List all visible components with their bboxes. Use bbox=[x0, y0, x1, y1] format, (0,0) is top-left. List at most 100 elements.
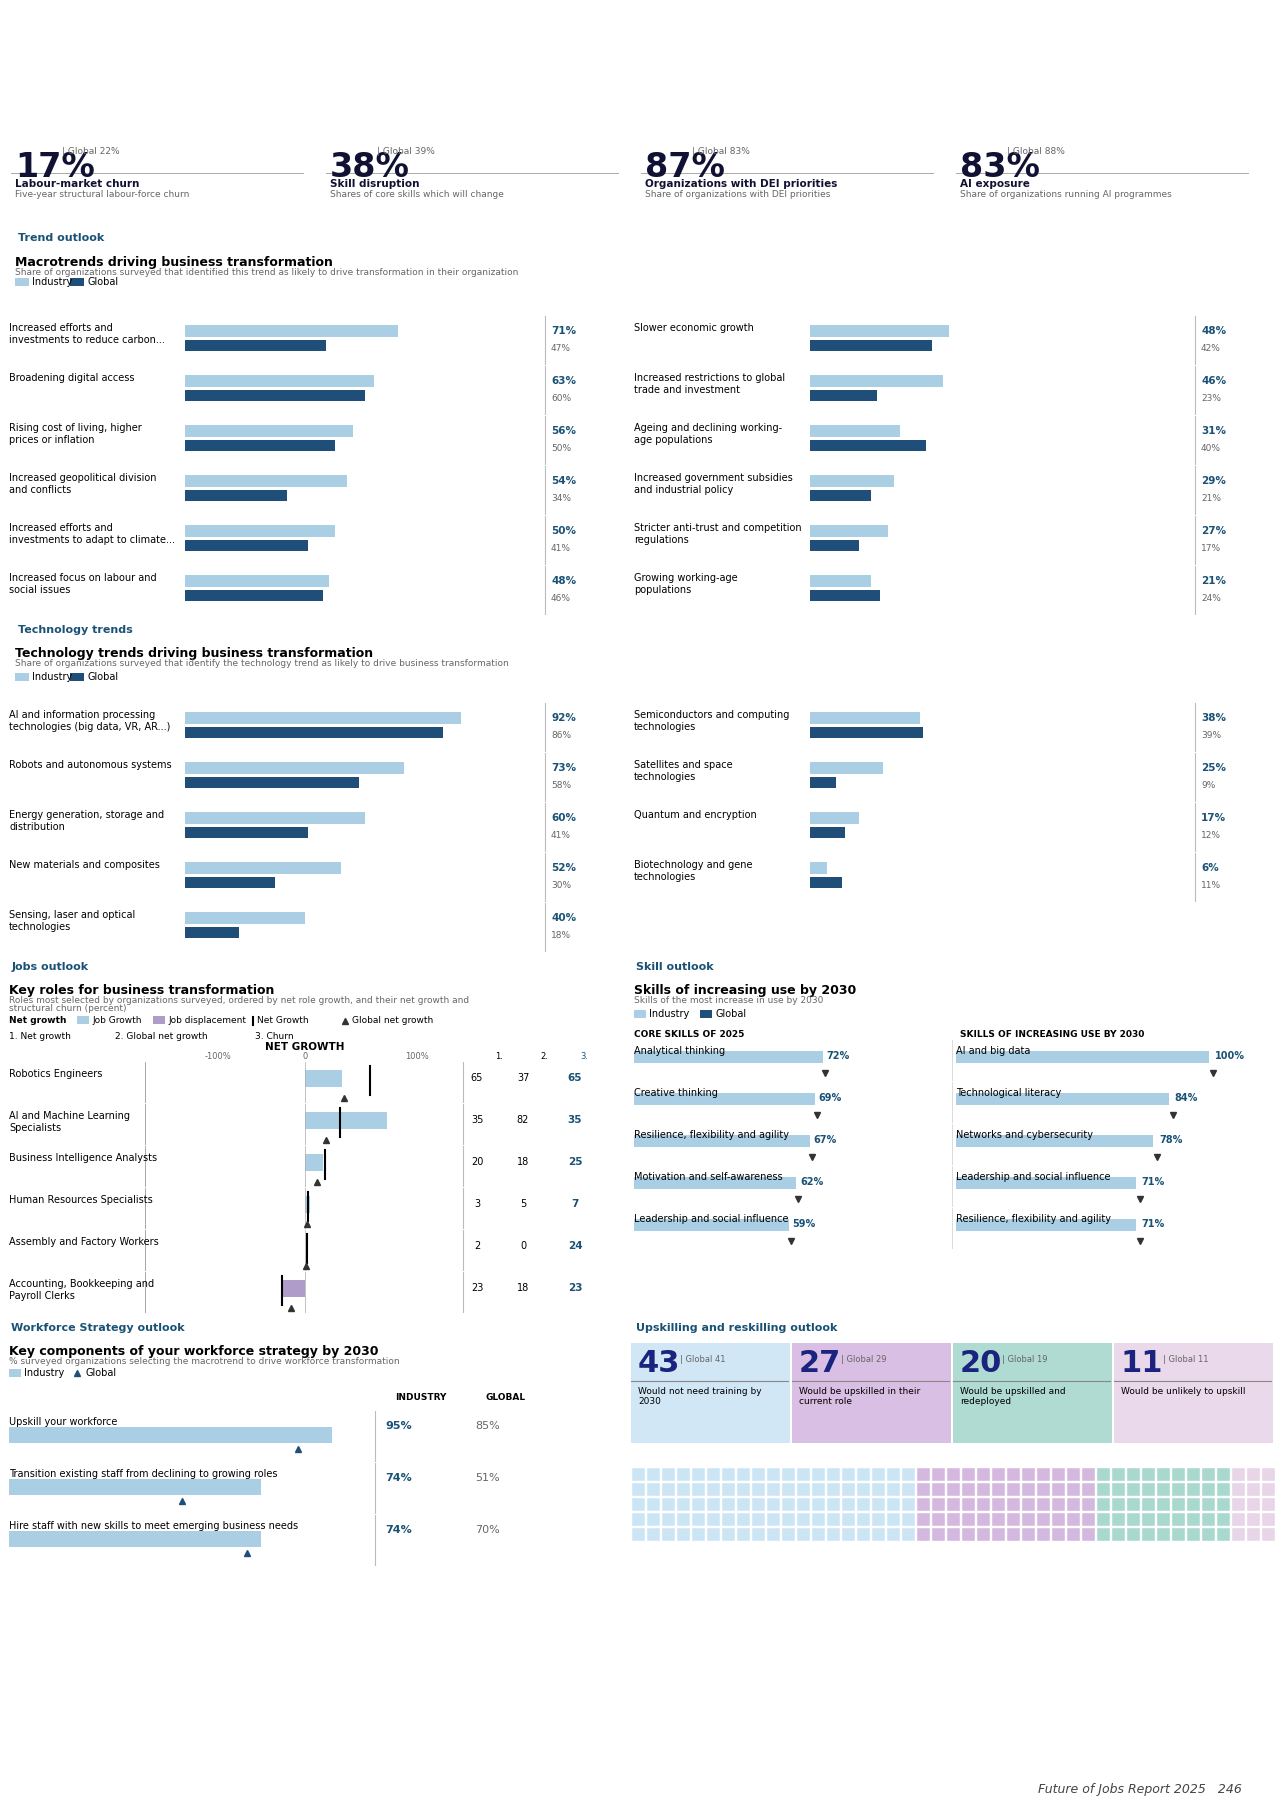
Bar bbox=[646, 1467, 660, 1482]
Text: 65: 65 bbox=[471, 1073, 483, 1084]
Bar bbox=[1126, 1467, 1140, 1482]
Bar bbox=[1277, 1483, 1280, 1496]
Text: Global: Global bbox=[84, 1368, 116, 1378]
Text: 23: 23 bbox=[471, 1283, 483, 1293]
Text: 18: 18 bbox=[517, 1283, 529, 1293]
Bar bbox=[305, 1196, 310, 1214]
Text: 12%: 12% bbox=[1201, 832, 1221, 841]
Bar bbox=[186, 827, 308, 838]
Text: Global: Global bbox=[716, 1009, 746, 1018]
Bar bbox=[1247, 1529, 1260, 1541]
Text: Skills of the most increase in use by 2030: Skills of the most increase in use by 20… bbox=[634, 997, 823, 1006]
Text: New materials and composites: New materials and composites bbox=[9, 861, 160, 870]
Bar bbox=[827, 1483, 840, 1496]
Text: Job Growth: Job Growth bbox=[92, 1017, 142, 1026]
Text: 18%: 18% bbox=[550, 932, 571, 941]
Bar bbox=[677, 1498, 690, 1511]
Bar bbox=[1126, 1529, 1140, 1541]
Text: 3: 3 bbox=[474, 1199, 480, 1210]
Text: 58%: 58% bbox=[550, 781, 571, 791]
Bar bbox=[1097, 1512, 1110, 1527]
Text: AI exposure: AI exposure bbox=[960, 179, 1030, 188]
Bar bbox=[722, 1529, 735, 1541]
Bar bbox=[634, 1219, 788, 1230]
Bar bbox=[842, 1467, 855, 1482]
Text: 37: 37 bbox=[517, 1073, 529, 1084]
Bar bbox=[1068, 1512, 1080, 1527]
Bar bbox=[634, 1009, 646, 1018]
Bar bbox=[9, 1427, 332, 1442]
Bar bbox=[767, 1467, 780, 1482]
Bar bbox=[1037, 1467, 1050, 1482]
Bar bbox=[956, 1134, 1153, 1147]
Bar bbox=[963, 1483, 975, 1496]
Text: 50%: 50% bbox=[550, 526, 576, 535]
Bar bbox=[186, 490, 287, 501]
Bar bbox=[753, 1498, 765, 1511]
Text: Share of organizations with DEI priorities: Share of organizations with DEI prioriti… bbox=[645, 190, 831, 199]
Text: Semiconductors and computing
technologies: Semiconductors and computing technologie… bbox=[634, 711, 790, 733]
Text: 74%: 74% bbox=[385, 1473, 412, 1483]
Bar bbox=[1202, 1498, 1215, 1511]
Bar bbox=[977, 1498, 989, 1511]
Text: 86%: 86% bbox=[550, 731, 571, 740]
Bar bbox=[1157, 1483, 1170, 1496]
Text: 27%: 27% bbox=[1201, 526, 1226, 535]
Bar bbox=[1231, 1512, 1245, 1527]
Text: Leadership and social influence: Leadership and social influence bbox=[956, 1172, 1111, 1181]
Bar bbox=[1187, 1529, 1201, 1541]
Bar bbox=[812, 1498, 826, 1511]
Bar bbox=[827, 1498, 840, 1511]
Text: AI and big data: AI and big data bbox=[956, 1046, 1030, 1056]
Bar bbox=[947, 1529, 960, 1541]
Bar bbox=[677, 1512, 690, 1527]
Bar bbox=[782, 1498, 795, 1511]
Text: 20: 20 bbox=[960, 1350, 1002, 1378]
Bar bbox=[692, 1467, 705, 1482]
Bar bbox=[810, 525, 888, 537]
Text: Jobs outlook: Jobs outlook bbox=[12, 962, 88, 971]
Bar bbox=[707, 1529, 719, 1541]
Text: Biotechnology and gene
technologies: Biotechnology and gene technologies bbox=[634, 861, 753, 883]
Bar bbox=[956, 1219, 1135, 1230]
Bar bbox=[186, 539, 308, 552]
Bar bbox=[677, 1483, 690, 1496]
Bar bbox=[842, 1483, 855, 1496]
Bar bbox=[902, 1498, 915, 1511]
Bar bbox=[186, 575, 329, 586]
Text: Accounting, Bookkeeping and
Payroll Clerks: Accounting, Bookkeeping and Payroll Cler… bbox=[9, 1279, 154, 1301]
Bar bbox=[767, 1529, 780, 1541]
Text: 62%: 62% bbox=[800, 1178, 824, 1187]
Bar bbox=[782, 1529, 795, 1541]
Bar bbox=[1082, 1483, 1094, 1496]
Bar bbox=[646, 1498, 660, 1511]
Text: 85%: 85% bbox=[475, 1422, 499, 1431]
Bar bbox=[186, 727, 443, 738]
Text: Would be upskilled in their
current role: Would be upskilled in their current role bbox=[799, 1388, 920, 1406]
Text: Industry: Industry bbox=[24, 1368, 64, 1378]
Text: Robots and autonomous systems: Robots and autonomous systems bbox=[9, 760, 172, 771]
Text: Sensing, laser and optical
technologies: Sensing, laser and optical technologies bbox=[9, 910, 136, 932]
Bar bbox=[1142, 1467, 1155, 1482]
Text: 71%: 71% bbox=[1142, 1178, 1165, 1187]
Text: Skill outlook: Skill outlook bbox=[636, 962, 714, 971]
Text: 11%: 11% bbox=[1201, 881, 1221, 890]
Text: 70%: 70% bbox=[475, 1525, 499, 1536]
Bar bbox=[810, 440, 925, 450]
Bar bbox=[186, 776, 358, 789]
Bar bbox=[1007, 1483, 1020, 1496]
Bar bbox=[722, 1512, 735, 1527]
Text: Industry: Industry bbox=[32, 277, 72, 288]
Bar bbox=[186, 912, 305, 924]
Bar bbox=[1172, 1467, 1185, 1482]
Text: NET GROWTH: NET GROWTH bbox=[265, 1042, 344, 1053]
Text: Resilience, flexibility and agility: Resilience, flexibility and agility bbox=[956, 1214, 1111, 1225]
Text: 38%: 38% bbox=[330, 150, 410, 185]
Bar bbox=[1247, 1498, 1260, 1511]
Bar bbox=[707, 1467, 719, 1482]
Text: 2: 2 bbox=[474, 1241, 480, 1252]
Bar bbox=[737, 1467, 750, 1482]
Bar bbox=[1157, 1529, 1170, 1541]
Text: 100%: 100% bbox=[404, 1053, 429, 1062]
Bar bbox=[632, 1512, 645, 1527]
